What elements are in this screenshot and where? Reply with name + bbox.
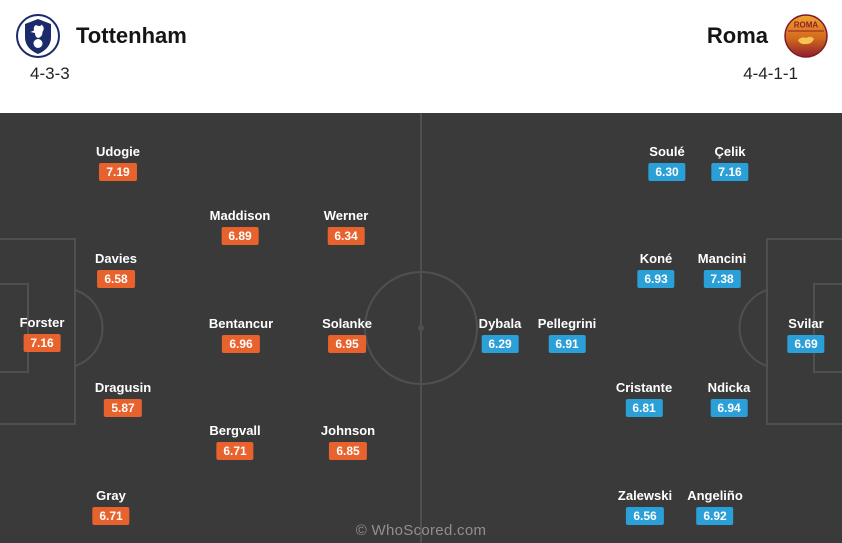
- player-rating-badge: 6.71: [92, 507, 130, 525]
- player-rating-badge: 6.95: [328, 335, 366, 353]
- player-name: Cristante: [615, 380, 673, 395]
- away-team-name[interactable]: Roma: [706, 23, 768, 48]
- player-name: Mancini: [697, 251, 747, 266]
- player-name: Soulé: [649, 144, 685, 159]
- player-rating-badge: 6.58: [97, 270, 135, 288]
- player-rating-badge: 5.87: [104, 399, 142, 417]
- player-rating-badge: 6.89: [221, 227, 259, 245]
- svg-text:ROMA: ROMA: [794, 21, 819, 30]
- player[interactable]: Pellegrini 6.91: [537, 316, 597, 353]
- player-rating-badge: 6.92: [696, 507, 734, 525]
- player-rating-badge: 6.30: [648, 163, 686, 181]
- player[interactable]: Ndicka 6.94: [707, 380, 751, 417]
- player-rating-badge: 7.19: [99, 163, 137, 181]
- player-rating-badge: 6.96: [222, 335, 260, 353]
- player[interactable]: Udogie 7.19: [96, 144, 140, 181]
- player-name: Svilar: [788, 316, 824, 331]
- away-formation: 4-4-1-1: [743, 64, 798, 83]
- player-rating-badge: 7.16: [23, 334, 61, 352]
- player-name: Dragusin: [94, 380, 152, 395]
- player-name: Johnson: [320, 423, 376, 438]
- player-name: Ndicka: [707, 380, 751, 395]
- watermark: © WhoScored.com: [355, 522, 487, 539]
- player[interactable]: Cristante 6.81: [616, 380, 672, 417]
- player-name: Koné: [639, 251, 673, 266]
- player[interactable]: Zalewski 6.56: [618, 488, 672, 525]
- player-name: Solanke: [322, 316, 372, 331]
- player-name: Angeliño: [687, 488, 743, 503]
- player-name: Davies: [95, 251, 137, 266]
- player[interactable]: Davies 6.58: [95, 251, 137, 288]
- player-rating-badge: 6.29: [481, 335, 519, 353]
- player-rating-badge: 6.69: [787, 335, 825, 353]
- player[interactable]: Çelik 7.16: [711, 144, 749, 181]
- home-formation: 4-3-3: [30, 64, 70, 83]
- player-name: Maddison: [209, 208, 271, 223]
- player[interactable]: Werner 6.34: [323, 208, 369, 245]
- pitch: © WhoScored.com Forster 7.16 Udogie 7.19 Dav…: [0, 113, 842, 543]
- player-name: Gray: [96, 488, 126, 503]
- player[interactable]: Forster 7.16: [19, 315, 65, 352]
- header: Tottenham 4-3-3 Roma ROMA: [0, 0, 842, 113]
- player[interactable]: Bentancur 6.96: [209, 316, 273, 353]
- player-rating-badge: 6.85: [329, 442, 367, 460]
- player[interactable]: Koné 6.93: [637, 251, 675, 288]
- roma-crest-icon: ROMA: [784, 14, 828, 58]
- player-name: Dybala: [478, 316, 522, 331]
- player[interactable]: Solanke 6.95: [322, 316, 372, 353]
- player[interactable]: Maddison 6.89: [209, 208, 271, 245]
- tottenham-crest-icon: [16, 14, 60, 58]
- player-rating-badge: 6.34: [327, 227, 365, 245]
- player[interactable]: Soulé 6.30: [648, 144, 686, 181]
- pitch-markings: [0, 113, 842, 543]
- player-name: Werner: [323, 208, 369, 223]
- player-rating-badge: 6.93: [637, 270, 675, 288]
- player-name: Forster: [19, 315, 65, 330]
- player-name: Çelik: [714, 144, 746, 159]
- player[interactable]: Dybala 6.29: [478, 316, 522, 353]
- player[interactable]: Bergvall 6.71: [209, 423, 261, 460]
- player-rating-badge: 6.71: [216, 442, 254, 460]
- player-name: Bentancur: [208, 316, 274, 331]
- player-rating-badge: 6.91: [548, 335, 586, 353]
- player-name: Bergvall: [209, 423, 261, 438]
- player[interactable]: Johnson 6.85: [321, 423, 375, 460]
- player-name: Pellegrini: [537, 316, 597, 331]
- player[interactable]: Gray 6.71: [92, 488, 130, 525]
- player-rating-badge: 7.38: [703, 270, 741, 288]
- away-team-header: Roma ROMA: [707, 14, 828, 58]
- home-team-name[interactable]: Tottenham: [76, 23, 187, 48]
- player-name: Udogie: [95, 144, 141, 159]
- player[interactable]: Svilar 6.69: [787, 316, 825, 353]
- player-rating-badge: 7.16: [711, 163, 749, 181]
- home-team-header: Tottenham: [16, 14, 187, 58]
- player-name: Zalewski: [617, 488, 673, 503]
- player-rating-badge: 6.81: [625, 399, 663, 417]
- player-rating-badge: 6.56: [626, 507, 664, 525]
- player[interactable]: Mancini 7.38: [698, 251, 746, 288]
- player-rating-badge: 6.94: [710, 399, 748, 417]
- player[interactable]: Dragusin 5.87: [95, 380, 151, 417]
- player[interactable]: Angeliño 6.92: [687, 488, 743, 525]
